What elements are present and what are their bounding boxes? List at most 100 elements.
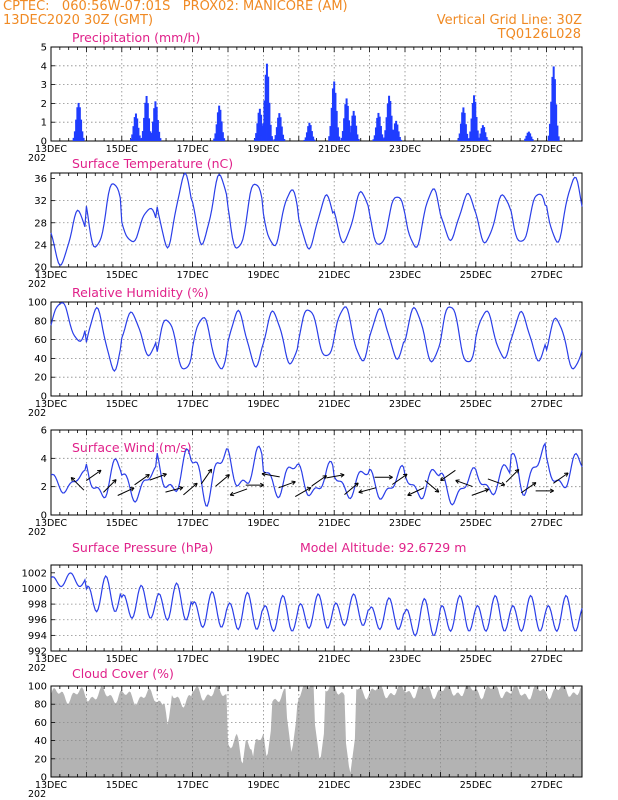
y-tick-label: 40: [34, 736, 47, 747]
precip-bar: [392, 130, 395, 141]
precip-bar: [73, 131, 76, 141]
title-temperature: Surface Temperature (nC): [72, 156, 233, 171]
y-tick-label: 4: [41, 61, 47, 72]
y-tick-label: 100: [28, 298, 47, 309]
precip-bar: [138, 135, 141, 141]
wind-arrow-head: [404, 473, 408, 478]
precip-bar: [159, 138, 162, 141]
temperature-line: [50, 172, 583, 267]
precip-bar: [223, 138, 226, 141]
wind-arrows: [70, 468, 569, 498]
precip-bar: [334, 92, 337, 141]
wind-arrow-head: [195, 483, 198, 488]
humidity-line: [50, 302, 583, 372]
x-tick-label: 27DEC: [531, 270, 563, 281]
x-tick-label: 19DEC: [247, 270, 279, 281]
precip-bar: [376, 117, 379, 141]
precip-bar: [137, 127, 140, 141]
x-tick-label: 13DEC: [35, 654, 67, 665]
y-tick-label: 100: [28, 682, 47, 693]
y-tick-label: 992: [28, 647, 47, 658]
x-tick-label: 27DEC: [531, 518, 563, 529]
panel-humidity: Relative Humidity (%): [72, 285, 209, 300]
wind-arrow-head: [230, 494, 235, 497]
x-tick-label: 17DEC: [177, 518, 209, 529]
y-tick-label: 0: [41, 773, 47, 784]
y-tick-label: 2: [41, 99, 47, 110]
precip-bar: [531, 139, 534, 141]
wind-arrow: [295, 487, 312, 498]
precip-bar: [280, 126, 283, 141]
plot-frame: [50, 172, 583, 268]
wind-arrow-head: [340, 474, 345, 478]
precip-bar: [378, 116, 381, 141]
precip-bar: [374, 127, 377, 141]
precip-bar: [480, 128, 483, 141]
precip-bar: [471, 103, 474, 141]
precip-bar: [351, 115, 354, 141]
plot-frame: [50, 46, 583, 142]
x-tick-label: 17DEC: [177, 144, 209, 155]
x-tick-label: 13DEC: [35, 780, 67, 791]
precip-bar: [257, 112, 260, 141]
y-tick-label: 994: [28, 631, 47, 642]
precip-bar: [255, 133, 258, 141]
precip-bar: [357, 138, 360, 141]
wind-arrow: [229, 488, 248, 496]
wind-arrow-head: [485, 488, 490, 493]
wind-arrow-head: [517, 469, 520, 474]
x-tick-label: 15DEC: [106, 518, 138, 529]
precip-bar: [144, 102, 147, 141]
x-tick-label: 17DEC: [177, 270, 209, 281]
y-tick-label: 0: [41, 511, 47, 522]
wind-arrow: [117, 487, 135, 496]
panel-cloud-cover: Cloud Cover (%): [72, 666, 174, 681]
precip-bar: [264, 74, 267, 141]
precip-bar: [390, 139, 393, 141]
precip-bar: [153, 108, 156, 141]
precip-bar: [149, 131, 152, 141]
precip-bar: [398, 136, 401, 141]
y-tick-label: 1: [41, 118, 47, 129]
precip-bar: [155, 106, 158, 141]
precip-bar: [141, 131, 144, 141]
y-tick-label: 6: [41, 426, 47, 437]
wind-arrow-head: [549, 490, 554, 494]
y-tick-label: 4: [41, 454, 47, 465]
precip-bar: [479, 133, 482, 141]
precip-bar: [345, 98, 348, 141]
precip-bar: [469, 131, 472, 141]
y-tick-label: 5: [41, 43, 47, 54]
precip-bar: [550, 101, 553, 141]
precip-bar: [328, 136, 331, 141]
y-tick-label: 32: [34, 196, 47, 207]
precip-bar: [258, 108, 261, 141]
x-year-label-partial: 202: [28, 663, 46, 674]
axes-2: 0 20 40 60 80 100 13DEC 15DEC 17DEC 19DEC 21DEC 23D…: [28, 298, 583, 419]
precip-bar: [383, 137, 386, 141]
precip-bar: [215, 124, 218, 141]
wind-arrow: [407, 487, 425, 496]
y-tick-label: 0: [41, 392, 47, 403]
precip-bar: [77, 102, 80, 141]
wind-arrow-head: [163, 473, 167, 478]
x-tick-label: 17DEC: [177, 399, 209, 410]
precip-bar: [131, 134, 134, 141]
wind-arrow-head: [261, 473, 266, 477]
x-tick-label: 13DEC: [35, 144, 67, 155]
precip-bar: [341, 131, 344, 141]
pressure-line: [50, 572, 583, 637]
precip-bar: [149, 138, 152, 141]
wind-arrow-head: [549, 488, 554, 492]
precip-bar: [275, 127, 278, 141]
title-wind: Surface Wind (m/s): [72, 440, 192, 455]
precip-bar: [388, 95, 391, 141]
precip-bar: [307, 126, 310, 141]
precip-bar: [529, 133, 532, 141]
precip-bar: [524, 138, 527, 141]
x-tick-label: 19DEC: [247, 780, 279, 791]
wind-arrow: [103, 479, 117, 493]
precip-bar: [478, 137, 481, 141]
wind-arrow: [520, 482, 537, 494]
precip-bar: [267, 76, 270, 141]
